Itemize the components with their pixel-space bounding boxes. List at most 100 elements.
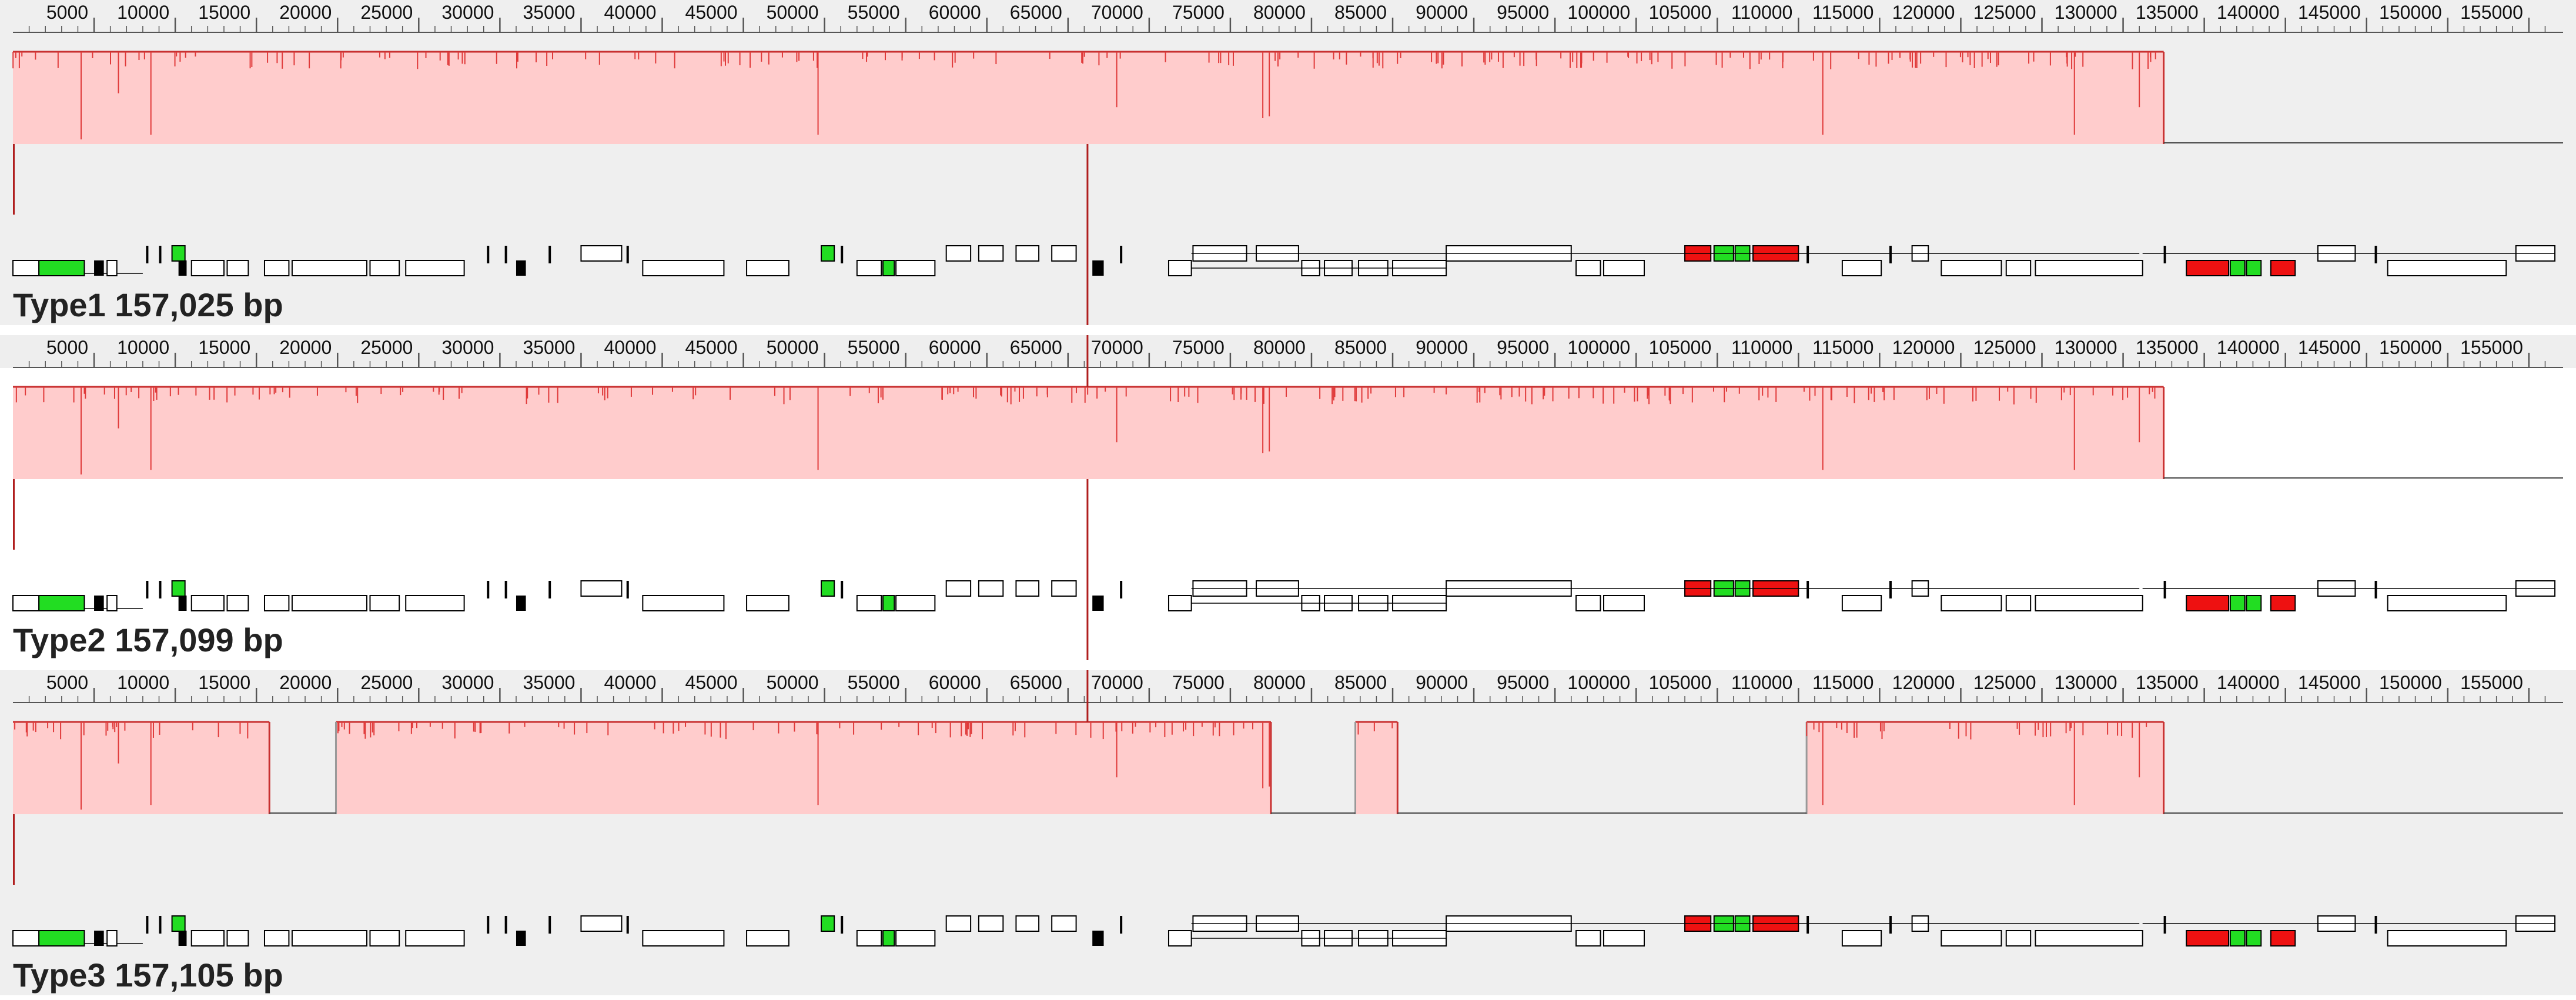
ruler-tick-label: 45000 bbox=[685, 2, 738, 23]
ruler-tick-label: 130000 bbox=[2055, 672, 2117, 693]
gene-box bbox=[1841, 930, 1882, 947]
conservation-profile bbox=[1357, 722, 1393, 735]
ruler-tick-label: 25000 bbox=[360, 2, 413, 23]
ruler-tick-label: 125000 bbox=[1973, 2, 2036, 23]
conservation-profile bbox=[337, 722, 1270, 805]
ruler-tick-label: 30000 bbox=[441, 337, 494, 358]
gene-tick bbox=[548, 916, 551, 934]
gene-box bbox=[2035, 260, 2143, 276]
gene-green bbox=[171, 580, 186, 597]
conservation-profile bbox=[12, 52, 2156, 140]
ruler-tick-label: 10000 bbox=[117, 337, 169, 358]
ruler-tick-label: 35000 bbox=[523, 672, 575, 693]
ruler-tick-label: 50000 bbox=[767, 672, 819, 693]
gene-black bbox=[94, 260, 104, 276]
gene-tick bbox=[1120, 916, 1123, 934]
ruler-tick-label: 85000 bbox=[1334, 2, 1387, 23]
gene-green bbox=[2229, 930, 2246, 947]
gene-box bbox=[12, 595, 40, 611]
gene-black bbox=[178, 260, 187, 276]
gene-box bbox=[1051, 580, 1077, 597]
gene-red bbox=[2270, 595, 2296, 611]
gene-red bbox=[2186, 595, 2230, 611]
gene-box bbox=[2005, 930, 2032, 947]
panel-graphics: 5000 10000 15000 20000 25000 30000 35000 40000 4… bbox=[0, 670, 2576, 947]
gene-box bbox=[226, 595, 249, 611]
gene-tick bbox=[487, 246, 490, 263]
gene-black bbox=[1092, 931, 1104, 946]
gene-tick bbox=[1806, 246, 1809, 263]
gene-box bbox=[1941, 930, 2002, 947]
gene-box bbox=[263, 595, 290, 611]
gene-box bbox=[12, 930, 40, 947]
gene-box bbox=[369, 260, 400, 276]
gene-box bbox=[642, 595, 725, 611]
gene-tick bbox=[2374, 916, 2377, 934]
ruler-tick-label: 125000 bbox=[1973, 337, 2036, 358]
gene-tick bbox=[1889, 246, 1892, 263]
ruler-band bbox=[0, 0, 2576, 33]
gene-box bbox=[2005, 595, 2032, 611]
gene-box bbox=[369, 595, 400, 611]
ruler-tick-label: 155000 bbox=[2460, 337, 2523, 358]
gene-green bbox=[171, 245, 186, 262]
gene-box bbox=[580, 915, 623, 932]
gene-green bbox=[2246, 930, 2262, 947]
ruler-tick-label: 90000 bbox=[1416, 2, 1468, 23]
panel-graphics: 5000 10000 15000 20000 25000 30000 35000 40000 4… bbox=[0, 335, 2576, 660]
ruler-tick-label: 120000 bbox=[1892, 672, 1955, 693]
gene-tick bbox=[841, 581, 844, 598]
ruler-tick-label: 30000 bbox=[441, 2, 494, 23]
block-start-marker bbox=[13, 479, 15, 550]
sequence-label: Type3 157,105 bp bbox=[13, 956, 283, 994]
gene-box bbox=[226, 930, 249, 947]
ruler-tick-label: 150000 bbox=[2379, 2, 2442, 23]
ruler-tick-label: 100000 bbox=[1567, 337, 1630, 358]
gene-box bbox=[1015, 245, 1040, 262]
gene-green bbox=[882, 930, 895, 947]
ruler-tick-label: 120000 bbox=[1892, 337, 1955, 358]
ruler-tick-label: 25000 bbox=[360, 337, 413, 358]
gene-box bbox=[1575, 930, 1601, 947]
gene-box bbox=[978, 245, 1004, 262]
ruler-tick-label: 15000 bbox=[198, 337, 250, 358]
block-start-marker bbox=[13, 144, 15, 215]
gene-tick bbox=[2374, 581, 2377, 598]
gene-green bbox=[821, 580, 835, 597]
gene-tick bbox=[2163, 916, 2166, 934]
ruler-tick-label: 45000 bbox=[685, 337, 738, 358]
ruler-tick-label: 50000 bbox=[767, 2, 819, 23]
gene-red bbox=[2270, 260, 2296, 276]
gene-box bbox=[895, 595, 936, 611]
gene-green bbox=[821, 915, 835, 932]
gene-box bbox=[856, 930, 882, 947]
ruler-tick-label: 60000 bbox=[929, 337, 981, 358]
ruler-tick-label: 75000 bbox=[1172, 2, 1225, 23]
ruler-tick-label: 135000 bbox=[2136, 672, 2199, 693]
ruler-tick-label: 105000 bbox=[1648, 2, 1711, 23]
ruler-tick-label: 80000 bbox=[1253, 337, 1306, 358]
gene-green bbox=[38, 930, 85, 947]
ruler-tick-label: 145000 bbox=[2298, 2, 2361, 23]
gene-box bbox=[1941, 595, 2002, 611]
gene-box bbox=[190, 930, 225, 947]
ruler-tick-label: 80000 bbox=[1253, 2, 1306, 23]
ruler-tick-label: 45000 bbox=[685, 672, 738, 693]
ruler-tick-label: 60000 bbox=[929, 672, 981, 693]
ruler-tick-label: 20000 bbox=[279, 337, 332, 358]
ruler-tick-label: 100000 bbox=[1567, 672, 1630, 693]
gene-box bbox=[580, 245, 623, 262]
gene-box bbox=[978, 580, 1004, 597]
gene-black bbox=[178, 596, 187, 611]
ruler-tick-label: 15000 bbox=[198, 2, 250, 23]
ruler-tick-label: 15000 bbox=[198, 672, 250, 693]
ruler-tick-label: 20000 bbox=[279, 672, 332, 693]
gene-tick bbox=[487, 581, 490, 598]
gene-box bbox=[1603, 930, 1645, 947]
ruler-tick-label: 135000 bbox=[2136, 337, 2199, 358]
gene-red bbox=[2186, 260, 2230, 276]
ruler-tick-label: 130000 bbox=[2055, 2, 2117, 23]
gene-box bbox=[190, 595, 225, 611]
gene-box bbox=[1603, 260, 1645, 276]
